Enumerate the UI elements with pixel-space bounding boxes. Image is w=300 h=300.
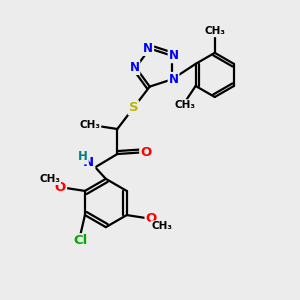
Text: H: H [78,151,88,164]
Text: N: N [169,49,178,62]
Text: CH₃: CH₃ [175,100,196,110]
Text: CH₃: CH₃ [39,174,60,184]
Text: CH₃: CH₃ [80,120,100,130]
Text: CH₃: CH₃ [152,221,172,231]
Text: Cl: Cl [74,234,88,247]
Text: O: O [146,212,157,224]
Text: O: O [140,146,152,159]
Text: N: N [143,42,153,55]
Text: N: N [169,73,178,86]
Text: S: S [129,101,138,114]
Text: N: N [129,61,140,74]
Text: CH₃: CH₃ [204,26,225,36]
Text: N: N [83,156,94,170]
Text: O: O [55,182,66,194]
